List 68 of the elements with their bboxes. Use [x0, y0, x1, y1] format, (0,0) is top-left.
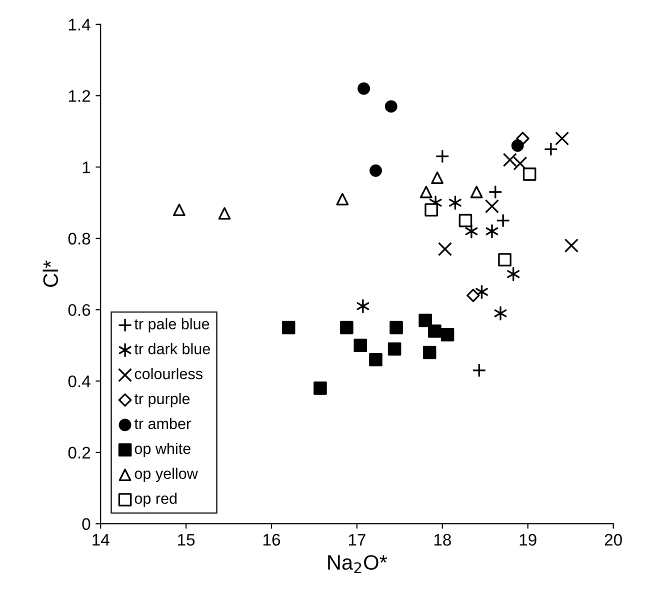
point: [544, 142, 558, 156]
legend-label: colourless: [134, 368, 202, 380]
point: [494, 306, 507, 320]
point: [496, 214, 510, 228]
x-tick-label: 20: [604, 534, 622, 546]
y-tick-label: 0.4: [68, 375, 90, 388]
point: [431, 172, 444, 184]
point: [507, 267, 520, 282]
legend-label: tr amber: [134, 418, 191, 430]
y-tick-label: 0: [82, 518, 90, 530]
point: [424, 203, 438, 216]
point: [172, 204, 186, 216]
point: [358, 82, 370, 95]
point: [449, 196, 462, 210]
point: [486, 224, 498, 238]
x-tick-label: 14: [92, 534, 110, 546]
point: [465, 224, 478, 238]
legend-label: op white: [134, 442, 190, 458]
y-tick-label: 1.4: [68, 18, 90, 30]
y-tick-label: 1: [82, 162, 90, 174]
legend-label: tr purple: [134, 392, 190, 408]
point: [470, 186, 483, 198]
point: [466, 288, 480, 302]
legend-label: tr pale blue: [134, 318, 210, 332]
point: [356, 299, 370, 314]
point: [418, 314, 432, 328]
point: [522, 168, 536, 181]
point: [384, 100, 398, 113]
point: [440, 328, 454, 342]
point: [218, 207, 231, 220]
point: [336, 192, 349, 206]
point: [354, 338, 368, 352]
y-axis-title: Cl*: [42, 260, 58, 287]
point: [498, 253, 512, 266]
point: [428, 324, 442, 338]
legend-label: op red: [134, 492, 177, 507]
x-tick-label: 18: [434, 534, 451, 546]
legend-label: op yellow: [134, 468, 198, 482]
point: [472, 363, 486, 378]
point: [511, 139, 524, 152]
point: [422, 346, 436, 360]
point: [513, 156, 528, 171]
y-tick-label: 0.8: [68, 232, 90, 245]
x-tick-label: 16: [264, 534, 280, 546]
x-tick-label: 19: [520, 534, 536, 546]
point: [435, 149, 450, 164]
x-tick-label: 17: [348, 534, 366, 546]
point: [388, 342, 402, 356]
point: [554, 131, 570, 146]
point: [369, 353, 382, 366]
point: [282, 320, 296, 334]
point: [340, 320, 354, 334]
point: [438, 242, 452, 256]
point: [314, 382, 327, 395]
point: [390, 320, 403, 334]
x-axis-title: Na$_{2}$O*: [328, 555, 388, 574]
y-tick-label: 0.2: [68, 446, 90, 459]
point: [484, 199, 500, 214]
legend-label: tr dark blue: [134, 343, 210, 354]
y-tick-label: 0.6: [68, 304, 90, 316]
x-tick-label: 15: [178, 534, 195, 546]
point: [564, 238, 578, 253]
point: [420, 186, 432, 198]
y-tick-label: 1.2: [68, 90, 90, 102]
point: [370, 164, 382, 177]
point: [458, 214, 472, 228]
point: [488, 184, 502, 200]
point: [502, 152, 517, 167]
